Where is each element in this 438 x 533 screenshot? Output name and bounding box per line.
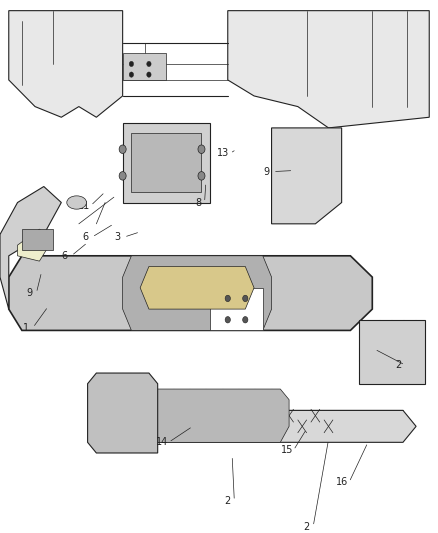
Circle shape [147,61,151,67]
Circle shape [129,61,134,67]
Circle shape [243,317,248,323]
Circle shape [147,72,151,77]
Polygon shape [22,229,53,251]
Text: 5: 5 [157,257,163,267]
Text: 9: 9 [263,167,269,176]
Polygon shape [123,53,166,80]
Text: 12: 12 [205,320,217,330]
Polygon shape [131,133,201,192]
Polygon shape [210,288,263,330]
Circle shape [119,172,126,180]
Polygon shape [140,389,289,442]
Circle shape [198,172,205,180]
Text: 8: 8 [195,198,201,207]
Circle shape [198,145,205,154]
Circle shape [225,317,230,323]
Circle shape [225,295,230,302]
Polygon shape [9,256,372,330]
Text: 13: 13 [217,149,230,158]
Polygon shape [88,373,158,453]
Text: 3: 3 [114,232,120,242]
Text: 16: 16 [336,477,349,487]
Text: 1: 1 [23,323,29,333]
Polygon shape [123,123,210,203]
Text: 9: 9 [27,288,33,298]
Text: 4: 4 [18,246,24,255]
Text: 11: 11 [78,201,90,211]
Text: 2: 2 [225,496,231,506]
Text: 2: 2 [304,521,310,531]
Ellipse shape [67,196,86,209]
Text: 6: 6 [62,251,68,261]
Polygon shape [123,256,272,330]
Polygon shape [228,11,429,128]
Circle shape [243,295,248,302]
Text: 15: 15 [281,446,293,455]
Text: 14: 14 [156,438,168,447]
Text: 10: 10 [123,61,135,71]
Text: 6: 6 [82,232,88,242]
Polygon shape [140,266,254,309]
Polygon shape [0,187,61,309]
Polygon shape [272,128,342,224]
Polygon shape [110,410,416,442]
Polygon shape [9,11,123,117]
Polygon shape [359,320,425,384]
Polygon shape [18,229,53,261]
Circle shape [119,145,126,154]
Text: 2: 2 [396,360,402,370]
Circle shape [129,72,134,77]
